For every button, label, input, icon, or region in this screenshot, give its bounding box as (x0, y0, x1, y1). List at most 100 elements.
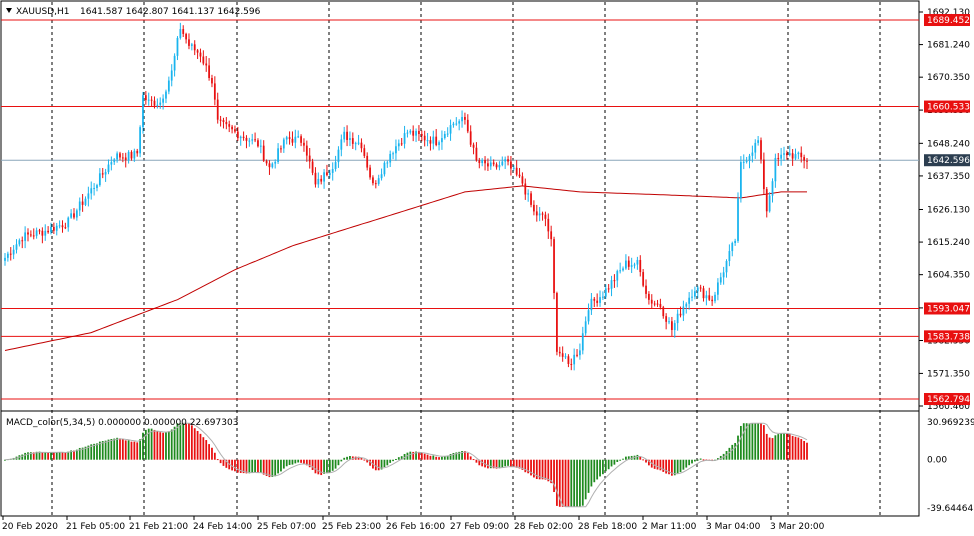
candle-body (216, 99, 219, 120)
candle-body (305, 145, 308, 156)
candle-body (501, 161, 504, 166)
candle-body (55, 225, 58, 231)
macd-bar (533, 459, 535, 478)
candle-body (236, 131, 239, 139)
candle-body (668, 321, 670, 323)
level-price-text: 1583.738 (927, 332, 970, 342)
macd-bar (32, 452, 35, 460)
macd-bar (73, 450, 75, 460)
macd-bar (366, 459, 369, 463)
candle-body (323, 172, 325, 182)
candle-body (432, 136, 435, 144)
candle-body (18, 240, 21, 245)
candle-body (35, 230, 38, 236)
level-price-text: 1593.047 (927, 304, 970, 314)
macd-bar (556, 459, 558, 506)
level-price-text: 1660.533 (927, 103, 970, 113)
macd-bar (426, 454, 429, 460)
macd-bar (81, 447, 84, 460)
candle-body (386, 162, 389, 164)
candle-body (44, 230, 47, 236)
current-price-text: 1642.596 (927, 156, 970, 166)
macd-bar (498, 459, 501, 469)
macd-bar (587, 459, 590, 493)
macd-bar (791, 435, 794, 460)
macd-bar (389, 459, 392, 463)
macd-bar (248, 459, 251, 474)
macd-bar (691, 459, 693, 464)
candle-body (308, 155, 311, 162)
level-price-text: 1689.452 (927, 16, 970, 26)
candle-body (550, 231, 553, 240)
candle-body (222, 120, 225, 123)
candle-body (107, 164, 110, 173)
candle-body (211, 78, 213, 84)
macd-bar (392, 459, 394, 462)
candle-body (452, 123, 455, 126)
macd-bar (512, 459, 515, 467)
macd-bar (236, 459, 239, 473)
candle-body (113, 159, 116, 163)
time-tick-label: 27 Feb 09:00 (450, 522, 509, 532)
candle-body (173, 55, 176, 71)
macd-bar (412, 451, 415, 460)
macd-bar (262, 459, 265, 475)
macd-bar (435, 456, 438, 460)
macd-bar (397, 457, 400, 460)
macd-bar (331, 459, 334, 471)
candle-body (142, 95, 144, 128)
candle-body (728, 251, 731, 262)
macd-bar (139, 439, 141, 460)
macd-bar (420, 452, 423, 460)
macd-bar (616, 459, 619, 462)
time-tick-label: 28 Feb 02:00 (514, 522, 573, 532)
macd-bar (599, 459, 601, 477)
macd-bar (90, 444, 93, 460)
candle-body (627, 260, 630, 267)
candle-body (765, 189, 768, 212)
candle-body (714, 294, 716, 302)
dropdown-triangle-icon[interactable] (6, 8, 12, 13)
candle-body (716, 282, 719, 295)
macd-bar (211, 447, 213, 460)
candle-body (762, 159, 765, 190)
candle-body (234, 129, 236, 132)
macd-histogram (4, 423, 808, 507)
candle-body (622, 268, 624, 271)
candle-body (136, 150, 139, 154)
candle-body (650, 299, 653, 304)
moving-average-line (4, 185, 807, 351)
ohlc-values: 1641.587 1642.807 1641.137 1642.596 (80, 7, 261, 17)
candle-body (182, 29, 185, 34)
macd-bar (622, 458, 624, 460)
current-price-tag (924, 154, 970, 167)
candle-body (285, 137, 288, 140)
macd-bar (745, 423, 748, 460)
candle-body (360, 142, 363, 149)
candle-body (357, 142, 360, 144)
macd-bar (216, 459, 219, 461)
macd-bar (334, 459, 337, 469)
macd-bar (377, 459, 380, 471)
macd-bar (70, 450, 73, 460)
candle-body (294, 136, 297, 143)
macd-bar (326, 459, 328, 474)
candle-body (639, 259, 642, 273)
candle-body (346, 131, 348, 140)
candle-body (415, 130, 417, 136)
macd-bar (84, 446, 87, 460)
time-tick-label: 3 Mar 20:00 (770, 522, 825, 532)
candle-body (196, 50, 199, 53)
candle-body (590, 298, 593, 311)
macd-bar (688, 459, 691, 466)
macd-bar (676, 459, 679, 474)
macd-bar (300, 459, 302, 463)
level-price-tag (924, 393, 970, 406)
macd-bar (602, 459, 604, 475)
candle-body (504, 159, 507, 162)
macd-bar (179, 423, 182, 460)
macd-bar (803, 440, 806, 460)
candle-body (797, 152, 800, 155)
macd-bar (150, 428, 153, 460)
